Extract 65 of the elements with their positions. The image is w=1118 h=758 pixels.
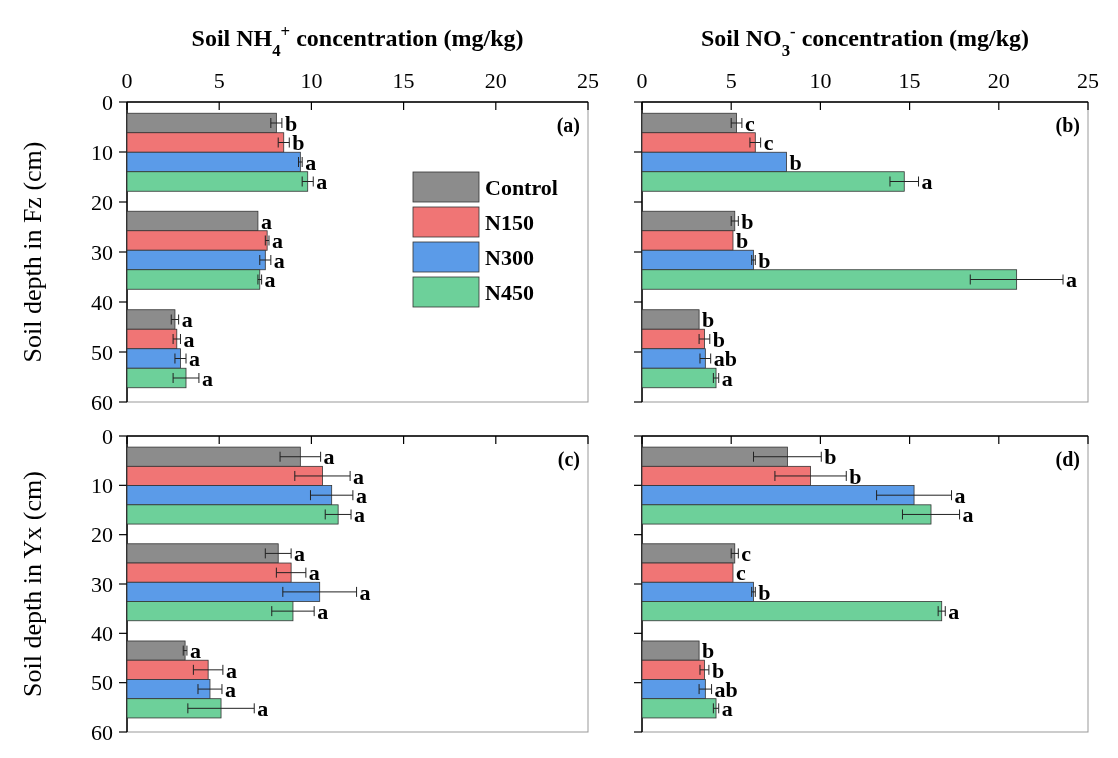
data-label: a [189,638,201,664]
y-tick-label: 40 [91,289,113,315]
x-tick-label: 20 [987,68,1010,93]
y-tick-label: 50 [91,339,113,365]
y-tick-label: 40 [91,621,113,647]
y-tick-label: 30 [91,571,113,597]
annotation: (b) [1055,114,1080,137]
y-tick-label: 20 [91,189,113,215]
data-label: a [323,444,335,470]
x-tick-label: 15 [392,68,415,93]
x-tick-label: 5 [213,68,225,93]
annotation: (d) [1055,448,1080,471]
annotation: (a) [556,114,580,137]
x-tick-label: 0 [121,68,133,93]
legend-label: N150 [485,209,534,235]
data-label: a [921,169,933,195]
y-tick-label: 60 [91,389,113,415]
x-tick-label: 10 [809,68,832,93]
annotation: (c) [557,448,580,471]
y-tick-label: 10 [91,139,113,165]
y-axis-title: Soil depth in Yx (cm) [18,471,47,697]
data-label: a [948,598,960,624]
y-tick-label: 60 [91,719,113,745]
data-label: a [353,463,365,489]
data-label: b [849,463,862,489]
data-label: a [359,579,371,605]
data-label: a [201,365,213,391]
y-tick-label: 20 [91,522,113,548]
data-label: a [225,657,237,683]
y-axis-title: Soil depth in Fz (cm) [18,141,47,363]
data-label: c [744,110,755,136]
legend-label: N450 [485,279,534,305]
x-tick-label: 25 [577,68,599,93]
y-tick-label: 50 [91,670,113,696]
data-label: a [1066,267,1078,293]
x-tick-label: 0 [636,68,648,93]
data-label: a [308,560,320,586]
x-tick-label: 15 [898,68,921,93]
data-label: b [789,149,802,175]
y-tick-label: 30 [91,239,113,265]
data-label: a [316,169,328,195]
data-label: a [354,502,366,528]
x-tick-label: 10 [300,68,323,93]
data-label: a [317,598,329,624]
x-axis-title: Soil NH$_{4}$$^{+}$ concentration (mg/kg) [191,21,524,60]
data-label: b [824,444,837,470]
legend-label: Control [485,174,558,200]
data-label: a [721,696,733,722]
x-tick-label: 5 [725,68,737,93]
y-tick-label: 0 [102,89,113,115]
x-tick-label: 20 [484,68,507,93]
data-label: a [264,267,276,293]
data-label: b [758,579,771,605]
data-label: a [260,208,272,234]
y-tick-label: 0 [102,423,113,449]
data-label: a [305,149,317,175]
data-label: a [257,696,269,722]
x-axis-title: Soil NO$_{3}$$^{-}$ concentration (mg/kg) [701,21,1029,60]
data-label: b [702,307,715,333]
x-tick-label: 25 [1077,68,1099,93]
data-label: b [758,247,771,273]
data-label: c [763,130,774,156]
data-label: a [294,541,306,567]
legend-label: N300 [485,244,534,270]
y-tick-label: 10 [91,473,113,499]
